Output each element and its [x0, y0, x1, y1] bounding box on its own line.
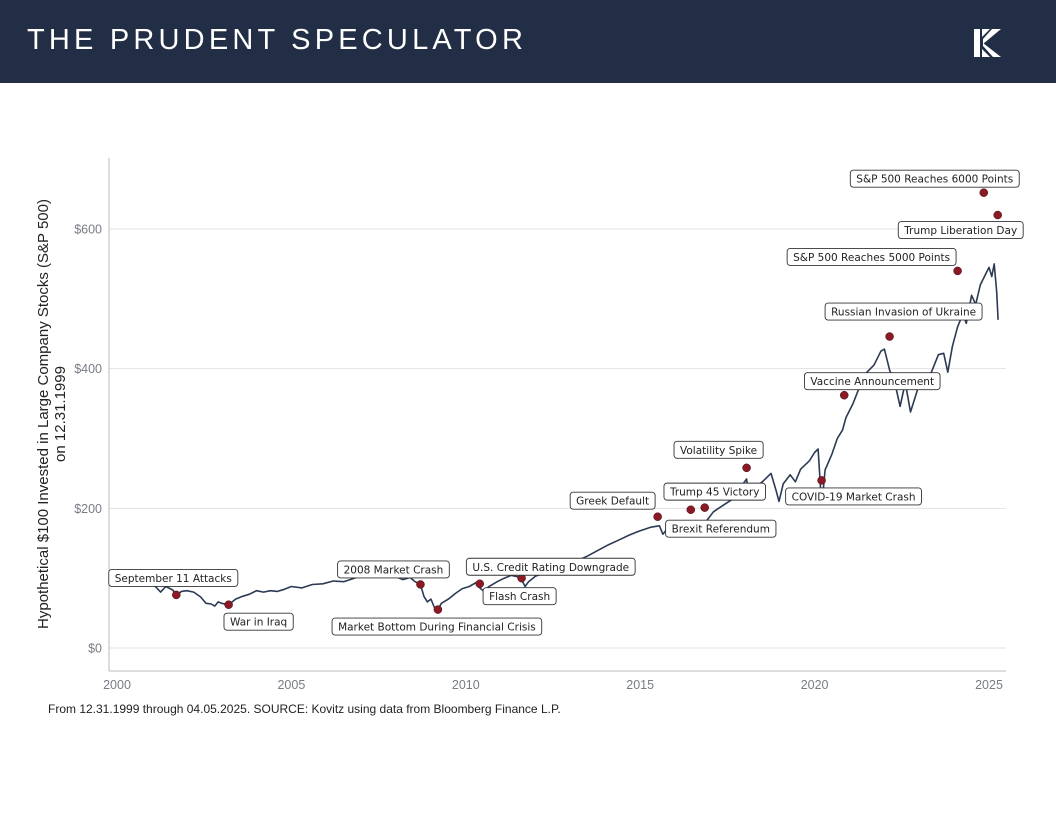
- event-label: War in Iraq: [230, 617, 287, 629]
- event-annotation: Vaccine Announcement: [803, 372, 941, 391]
- event-label: Greek Default: [576, 496, 649, 508]
- event-label: 2008 Market Crash: [344, 564, 444, 576]
- event-marker: [475, 579, 485, 589]
- event-marker: [993, 210, 1002, 220]
- event-label: Brexit Referendum: [672, 524, 770, 536]
- event-annotation: Brexit Referendum: [665, 519, 777, 538]
- event-label: Vaccine Announcement: [810, 376, 934, 388]
- event-marker: [979, 188, 989, 197]
- event-annotation: Greek Default: [569, 491, 656, 510]
- y-axis-label-line-1: Hypothetical $100 Invested in Large Comp…: [35, 199, 52, 629]
- header-bar: THE PRUDENT SPECULATOR: [0, 0, 1056, 83]
- event-annotation: War in Iraq: [223, 612, 294, 631]
- brand-title: THE PRUDENT SPECULATOR: [27, 24, 528, 56]
- event-annotation: Russian Invasion of Ukraine: [824, 302, 983, 321]
- event-marker: [686, 505, 696, 514]
- event-marker: [172, 590, 181, 600]
- y-tick-label: $600: [74, 223, 102, 237]
- event-label: U.S. Credit Rating Downgrade: [472, 562, 629, 574]
- event-label: Volatility Spike: [680, 445, 757, 457]
- x-tick-label: 2010: [452, 678, 480, 692]
- y-tick-label: $400: [74, 362, 102, 376]
- event-marker: [817, 476, 826, 485]
- series-line-sp500: [116, 263, 999, 611]
- event-marker: [224, 600, 233, 609]
- event-marker: [653, 512, 662, 521]
- event-label: Market Bottom During Financial Crisis: [338, 622, 536, 634]
- event-annotation: 2008 Market Crash: [337, 560, 450, 579]
- event-marker: [742, 463, 751, 473]
- event-marker: [416, 580, 425, 589]
- event-marker: [700, 503, 709, 512]
- x-tick-label: 2015: [626, 678, 654, 692]
- event-marker: [953, 266, 962, 276]
- event-annotation: S&P 500 Reaches 5000 Points: [786, 247, 957, 266]
- event-marker: [839, 390, 849, 400]
- y-axis-label-line-2: on 12.31.1999: [52, 366, 69, 462]
- event-label: S&P 500 Reaches 6000 Points: [856, 174, 1013, 186]
- event-label: Russian Invasion of Ukraine: [831, 307, 976, 319]
- y-tick-label: $0: [88, 642, 102, 656]
- event-annotation: Trump 45 Victory: [663, 482, 766, 501]
- event-annotation: Volatility Spike: [673, 440, 764, 459]
- kovitz-logo-icon: [974, 29, 1001, 57]
- x-tick-label: 2005: [277, 678, 305, 692]
- event-label: September 11 Attacks: [115, 573, 232, 585]
- x-tick-label: 2000: [103, 678, 131, 692]
- event-label: S&P 500 Reaches 5000 Points: [793, 252, 950, 264]
- x-tick-label: 2020: [801, 678, 829, 692]
- event-annotation: COVID-19 Market Crash: [785, 487, 922, 506]
- event-marker: [885, 332, 894, 341]
- event-label: COVID-19 Market Crash: [792, 491, 916, 503]
- y-tick-label: $200: [74, 502, 102, 516]
- event-annotation: September 11 Attacks: [108, 568, 239, 587]
- event-annotation: S&P 500 Reaches 6000 Points: [849, 169, 1020, 188]
- event-label: Flash Crash: [489, 591, 550, 603]
- event-annotation: U.S. Credit Rating Downgrade: [465, 557, 636, 576]
- x-tick-label: 2025: [975, 678, 1003, 692]
- event-annotation: Trump Liberation Day: [897, 221, 1024, 239]
- event-marker: [433, 605, 443, 614]
- gridlines: [109, 228, 1006, 649]
- source-note: From 12.31.1999 through 04.05.2025. SOUR…: [48, 702, 561, 716]
- event-annotation: Market Bottom During Financial Crisis: [331, 617, 543, 636]
- event-label: Trump 45 Victory: [669, 487, 760, 499]
- event-label: Trump Liberation Day: [903, 225, 1017, 237]
- event-annotation: Flash Crash: [482, 587, 557, 606]
